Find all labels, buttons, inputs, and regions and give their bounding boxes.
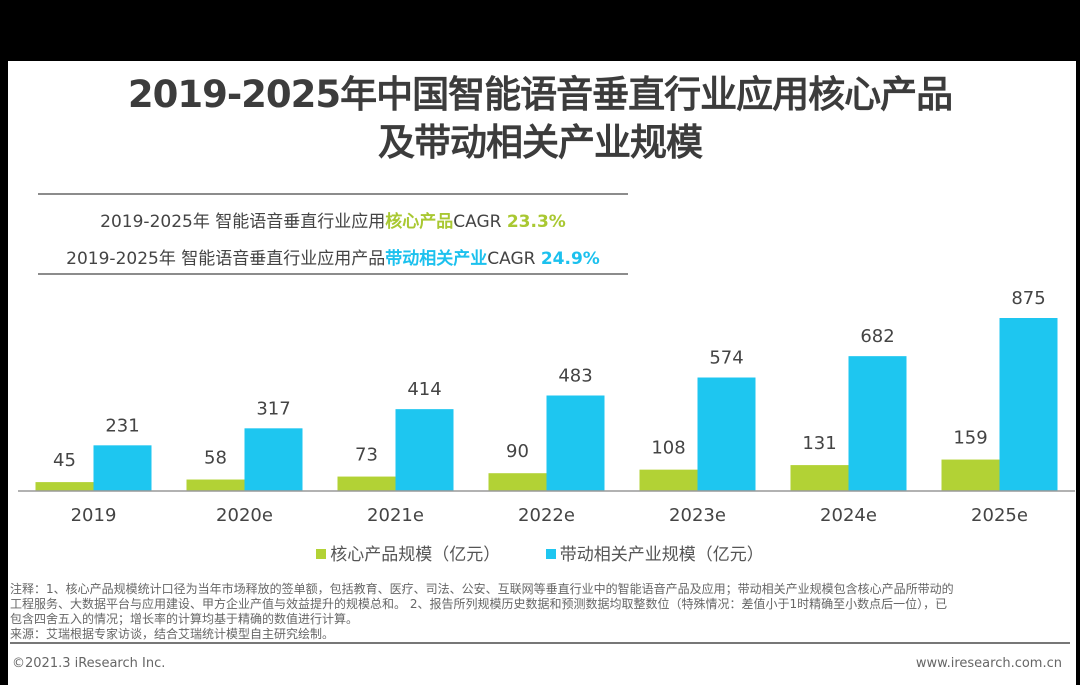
data-label-related-2024e: 682 [860,326,894,347]
cagr-core-highlight: 核心产品 [385,212,454,232]
data-label-core-2025e: 159 [953,428,987,449]
bar-related-2019 [93,445,152,491]
cagr-related-suffix: CAGR [487,249,541,269]
legend-item-core: 核心产品规模（亿元） [316,540,500,565]
data-label-related-2025e: 875 [1011,288,1045,309]
cagr-row-related: 2019-2025年 智能语音垂直行业应用产品带动相关产业CAGR 24.9% [38,244,628,269]
x-tick-label-2019: 2019 [71,505,117,526]
data-label-core-2022e: 90 [506,441,529,462]
bar-related-2023e [697,377,756,491]
note-line-2: 工程服务、大数据平台与应用建设、甲方企业产值与效益提升的规模总和。 2、报告所列… [10,597,948,611]
x-tick-label-2020e: 2020e [216,505,273,526]
bar-core-2019 [35,482,94,491]
cagr-related-prefix: 2019-2025年 智能语音垂直行业应用产品 [66,249,386,269]
x-tick-label-2023e: 2023e [669,505,726,526]
bar-chart: 45 231 2019 58 317 2020e 73 414 2021e 90 483 2022e 1… [18,288,1075,526]
website-link[interactable]: www.iresearch.com.cn [915,656,1062,671]
legend: 核心产品规模（亿元） 带动相关产业规模（亿元） [0,540,1080,565]
copyright: ©2021.3 iResearch Inc. [12,656,166,671]
chart-title-line2: 及带动相关产业规模 [378,121,703,164]
note-line-1: 注释：1、核心产品规模统计口径为当年市场释放的签单额，包括教育、医疗、司法、公安… [10,582,954,596]
legend-swatch-core [316,549,327,559]
bar-core-2022e [488,473,547,491]
legend-item-related: 带动相关产业规模（亿元） [545,540,764,565]
data-label-core-2019: 45 [53,450,76,471]
bar-related-2024e [848,356,907,491]
bar-core-2023e [639,469,698,491]
data-label-related-2020e: 317 [256,398,290,419]
legend-label-core: 核心产品规模（亿元） [330,545,501,565]
chart-title-line1: 2019-2025年中国智能语音垂直行业应用核心产品 [127,73,953,116]
x-tick-label-2024e: 2024e [820,505,877,526]
data-label-core-2023e: 108 [651,438,685,459]
bar-related-2021e [395,409,454,491]
x-tick-label-2021e: 2021e [367,505,424,526]
cagr-core-value: 23.3% [506,212,566,232]
data-label-core-2024e: 131 [802,433,836,454]
x-tick-label-2025e: 2025e [971,505,1028,526]
cagr-top-rule [38,193,628,195]
bar-related-2022e [546,395,605,491]
data-label-core-2020e: 58 [204,448,227,469]
cagr-core-prefix: 2019-2025年 智能语音垂直行业应用 [100,212,386,232]
bar-core-2024e [790,465,849,491]
legend-label-related: 带动相关产业规模（亿元） [559,545,764,565]
x-tick-label-2022e: 2022e [518,505,575,526]
data-label-related-2019: 231 [105,415,139,436]
bar-core-2021e [337,476,396,491]
cagr-related-value: 24.9% [540,249,600,269]
cagr-bottom-rule [38,273,628,275]
legend-swatch-related [545,549,556,559]
cagr-core-suffix: CAGR [453,212,507,232]
note-line-3: 包含四舍五入的情况；增长率的计算均基于精确的数值进行计算。 [10,612,359,626]
data-label-related-2023e: 574 [709,348,743,369]
notes: 注释：1、核心产品规模统计口径为当年市场释放的签单额，包括教育、医疗、司法、公安… [10,582,1070,644]
data-label-core-2021e: 73 [355,445,378,466]
cagr-row-core: 2019-2025年 智能语音垂直行业应用核心产品CAGR 23.3% [38,207,628,232]
source-note: 来源：艾瑞根据专家访谈，结合艾瑞统计模型自主研究绘制。 [10,627,1070,644]
data-label-related-2021e: 414 [407,379,441,400]
cagr-related-highlight: 带动相关产业 [385,249,488,269]
bar-core-2025e [941,459,1000,491]
bar-related-2020e [244,428,303,491]
bar-core-2020e [186,479,245,491]
bar-related-2025e [999,318,1058,491]
data-label-related-2022e: 483 [558,366,592,387]
cagr-box: 2019-2025年 智能语音垂直行业应用核心产品CAGR 23.3% 2019… [38,193,628,275]
